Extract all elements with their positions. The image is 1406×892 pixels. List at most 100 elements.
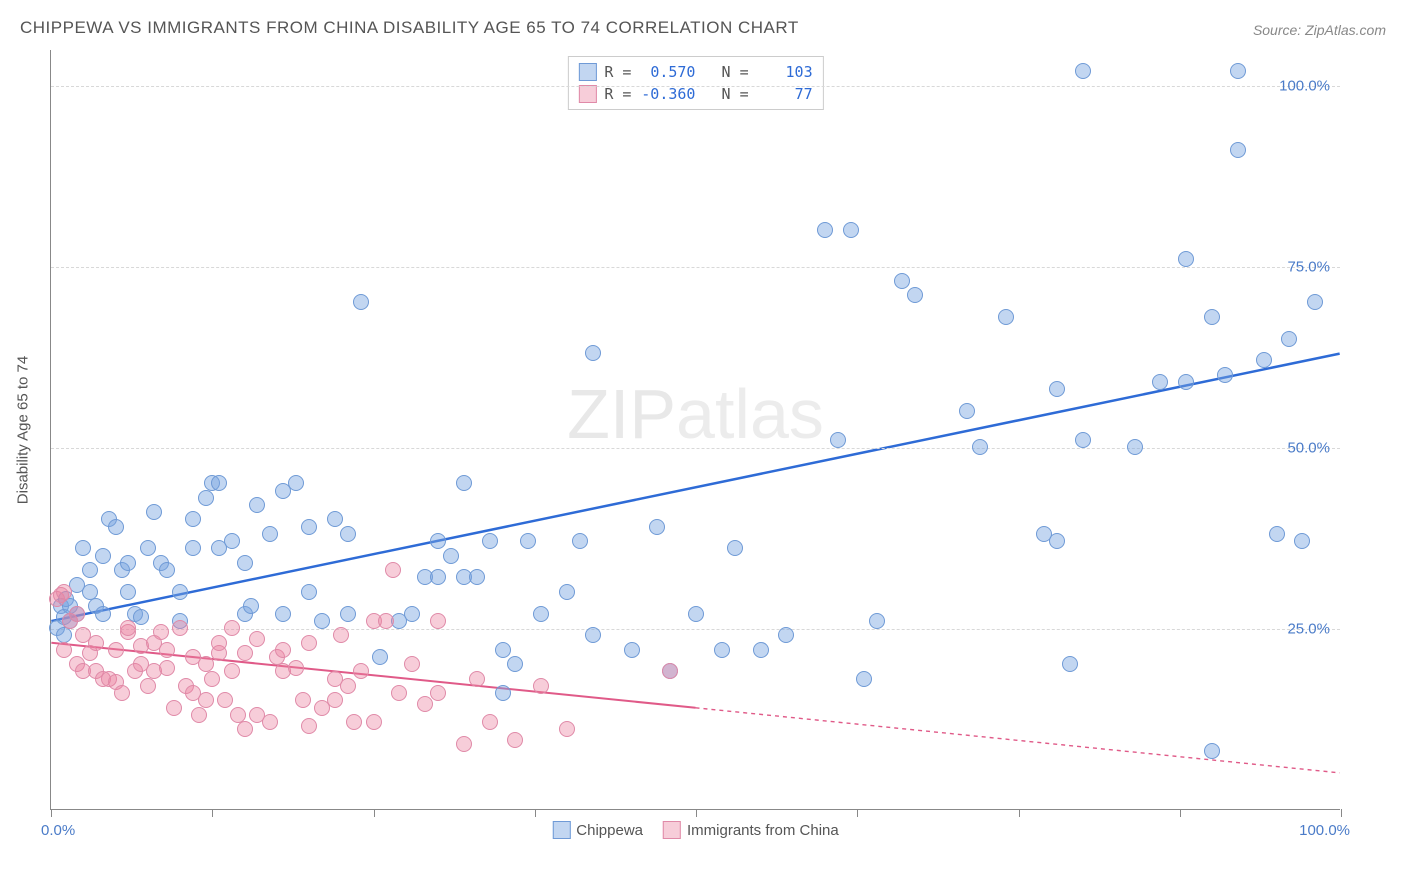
data-point xyxy=(1075,432,1091,448)
data-point xyxy=(82,562,98,578)
data-point xyxy=(114,685,130,701)
data-point xyxy=(559,584,575,600)
watermark-bold: ZIP xyxy=(567,375,676,453)
data-point xyxy=(237,555,253,571)
x-tick xyxy=(212,809,213,817)
data-point xyxy=(198,692,214,708)
data-point xyxy=(385,562,401,578)
series-legend-item: Immigrants from China xyxy=(663,821,839,839)
data-point xyxy=(262,714,278,730)
data-point xyxy=(275,642,291,658)
y-tick-label: 100.0% xyxy=(1279,78,1330,95)
data-point xyxy=(624,642,640,658)
data-point xyxy=(185,540,201,556)
data-point xyxy=(224,533,240,549)
data-point xyxy=(217,692,233,708)
chart-container: CHIPPEWA VS IMMIGRANTS FROM CHINA DISABI… xyxy=(0,0,1406,892)
data-point xyxy=(108,519,124,535)
grid-line xyxy=(51,267,1340,268)
data-point xyxy=(1204,743,1220,759)
data-point xyxy=(159,660,175,676)
data-point xyxy=(649,519,665,535)
data-point xyxy=(353,663,369,679)
data-point xyxy=(1152,374,1168,390)
data-point xyxy=(198,490,214,506)
data-point xyxy=(108,642,124,658)
legend-swatch xyxy=(663,821,681,839)
data-point xyxy=(998,309,1014,325)
data-point xyxy=(120,620,136,636)
data-point xyxy=(520,533,536,549)
data-point xyxy=(443,548,459,564)
data-point xyxy=(340,606,356,622)
data-point xyxy=(430,613,446,629)
data-point xyxy=(56,584,72,600)
stat-r-label: R = xyxy=(604,85,631,103)
data-point xyxy=(301,635,317,651)
data-point xyxy=(1127,439,1143,455)
data-point xyxy=(456,475,472,491)
data-point xyxy=(714,642,730,658)
x-tick xyxy=(696,809,697,817)
data-point xyxy=(159,642,175,658)
data-point xyxy=(1049,533,1065,549)
data-point xyxy=(585,627,601,643)
watermark-light: atlas xyxy=(676,375,824,453)
series-legend-label: Chippewa xyxy=(576,822,643,839)
data-point xyxy=(869,613,885,629)
data-point xyxy=(237,721,253,737)
data-point xyxy=(585,345,601,361)
data-point xyxy=(391,685,407,701)
data-point xyxy=(133,609,149,625)
data-point xyxy=(1178,251,1194,267)
data-point xyxy=(417,696,433,712)
data-point xyxy=(469,569,485,585)
data-point xyxy=(1062,656,1078,672)
data-point xyxy=(469,671,485,687)
data-point xyxy=(495,642,511,658)
data-point xyxy=(204,671,220,687)
data-point xyxy=(140,678,156,694)
data-point xyxy=(1075,63,1091,79)
data-point xyxy=(688,606,704,622)
data-point xyxy=(404,656,420,672)
data-point xyxy=(288,660,304,676)
x-tick xyxy=(535,809,536,817)
data-point xyxy=(153,624,169,640)
data-point xyxy=(1269,526,1285,542)
data-point xyxy=(333,627,349,643)
data-point xyxy=(224,663,240,679)
stat-r-value: 0.570 xyxy=(639,63,695,81)
chart-title: CHIPPEWA VS IMMIGRANTS FROM CHINA DISABI… xyxy=(20,18,799,38)
data-point xyxy=(1217,367,1233,383)
data-point xyxy=(172,620,188,636)
data-point xyxy=(959,403,975,419)
data-point xyxy=(275,606,291,622)
x-tick xyxy=(374,809,375,817)
x-tick xyxy=(1180,809,1181,817)
x-axis-max-label: 100.0% xyxy=(1299,822,1350,839)
data-point xyxy=(314,613,330,629)
data-point xyxy=(120,584,136,600)
data-point xyxy=(482,533,498,549)
data-point xyxy=(533,606,549,622)
data-point xyxy=(295,692,311,708)
series-legend-label: Immigrants from China xyxy=(687,822,839,839)
data-point xyxy=(301,519,317,535)
y-tick-label: 25.0% xyxy=(1287,621,1330,638)
data-point xyxy=(140,540,156,556)
data-point xyxy=(353,294,369,310)
x-tick xyxy=(1341,809,1342,817)
x-tick xyxy=(1019,809,1020,817)
data-point xyxy=(211,475,227,491)
source-attribution: Source: ZipAtlas.com xyxy=(1253,22,1386,38)
data-point xyxy=(372,649,388,665)
data-point xyxy=(172,584,188,600)
grid-line xyxy=(51,86,1340,87)
data-point xyxy=(56,642,72,658)
data-point xyxy=(166,700,182,716)
data-point xyxy=(327,692,343,708)
data-point xyxy=(69,606,85,622)
watermark: ZIPatlas xyxy=(567,374,824,454)
data-point xyxy=(262,526,278,542)
